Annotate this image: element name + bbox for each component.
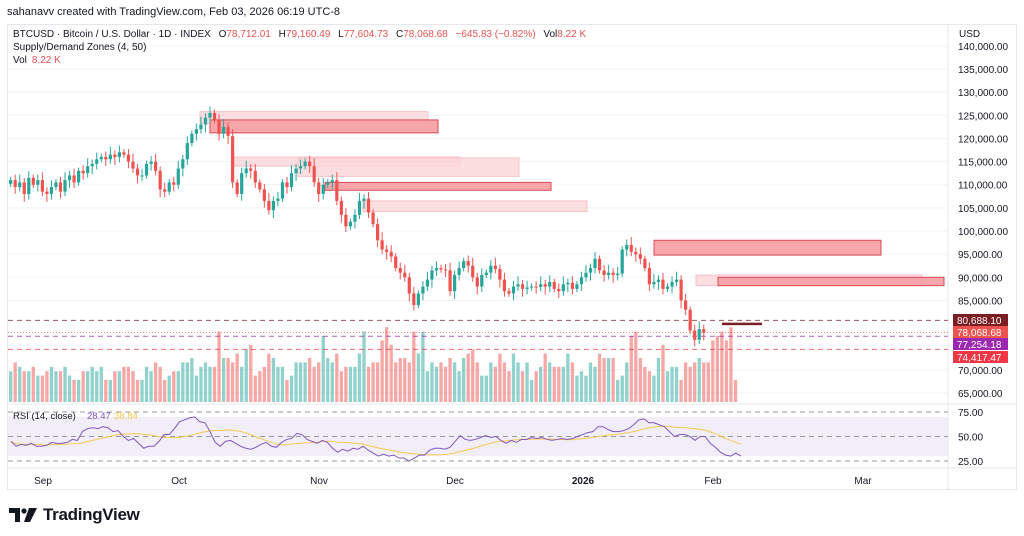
symbol-ohlc-row: BTCUSD · Bitcoin / U.S. Dollar · 1D · IN… — [13, 28, 586, 41]
price-tick: 115,000.00 — [958, 158, 1008, 169]
low-label: L — [338, 29, 344, 40]
rsi-label[interactable]: RSI (14, close) — [13, 411, 76, 422]
indicator-volume[interactable]: Vol 8.22 K — [13, 54, 586, 67]
price-tick: 130,000.00 — [958, 88, 1008, 99]
high-value: 79,160.49 — [285, 29, 331, 40]
time-tick: Feb — [704, 476, 722, 487]
time-tick: Nov — [310, 476, 328, 487]
chart-frame — [7, 24, 1017, 490]
price-tick: 135,000.00 — [958, 65, 1008, 76]
price-tick: 85,000.00 — [958, 296, 1003, 307]
supply-zones — [199, 111, 945, 287]
chart-legend: BTCUSD · Bitcoin / U.S. Dollar · 1D · IN… — [13, 28, 586, 67]
vol-row-value: 8.22 K — [31, 55, 61, 66]
svg-text:78,068.68: 78,068.68 — [957, 328, 1002, 339]
open-label: O — [218, 29, 227, 40]
svg-text:77,254.18: 77,254.18 — [957, 340, 1002, 351]
tradingview-logo-icon — [9, 508, 37, 522]
currency-label[interactable]: USD — [955, 27, 1015, 43]
price-tick: 95,000.00 — [958, 250, 1003, 261]
svg-text:74,417.47: 74,417.47 — [957, 353, 1002, 364]
time-tick: Mar — [854, 476, 872, 487]
vol-label: Vol — [543, 29, 558, 40]
price-tick: 110,000.00 — [958, 181, 1008, 192]
price-tick: 140,000.00 — [958, 42, 1008, 53]
tradingview-logo[interactable]: TradingView — [9, 505, 140, 525]
rsi-tick: 75.00 — [958, 408, 983, 419]
close-label: C — [396, 29, 404, 40]
chart-credit: sahanavv created with TradingView.com, F… — [7, 6, 341, 18]
tradingview-wordmark: TradingView — [43, 505, 140, 524]
price-tick: 120,000.00 — [958, 134, 1008, 145]
time-tick: 2026 — [572, 476, 595, 487]
rsi-ma-value: 38.84 — [114, 411, 138, 422]
symbol-title: BTCUSD · Bitcoin / U.S. Dollar · 1D · IN… — [13, 29, 211, 40]
open-value: 78,712.01 — [226, 29, 271, 40]
price-label-badge: 80,688.10 — [953, 314, 1008, 327]
close-value: 78,068.68 — [403, 29, 448, 40]
indicator-supply-demand[interactable]: Supply/Demand Zones (4, 50) — [13, 42, 147, 53]
price-label-badge: 74,417.47 — [953, 351, 1008, 364]
price-tick: 125,000.00 — [958, 111, 1008, 122]
price-tick: 70,000.00 — [958, 366, 1003, 377]
high-label: H — [278, 29, 286, 40]
demand-marker — [722, 322, 762, 326]
svg-text:80,688.10: 80,688.10 — [957, 316, 1002, 327]
candlesticks — [9, 106, 706, 347]
change-value: −645.83 (−0.82%) — [455, 29, 536, 40]
price-label-badge: 78,068.68 — [953, 326, 1008, 339]
low-value: 77,604.73 — [343, 29, 389, 40]
vol-row-label: Vol — [13, 55, 27, 66]
time-tick: Dec — [446, 476, 464, 487]
vol-value: 8.22 K — [557, 29, 587, 40]
price-tick: 105,000.00 — [958, 204, 1008, 215]
volume-bars — [9, 327, 738, 402]
price-tick: 100,000.00 — [958, 227, 1008, 238]
price-label-badge: 77,254.18 — [953, 338, 1008, 351]
price-chart[interactable]: 140,000.00 135,000.00 130,000.00 125,000.00… — [0, 0, 1024, 500]
time-tick: Oct — [171, 476, 187, 487]
price-tick: 65,000.00 — [958, 389, 1003, 400]
rsi-tick: 25.00 — [958, 457, 983, 468]
price-tick: 90,000.00 — [958, 273, 1003, 284]
rsi-value: 28.47 — [87, 411, 111, 422]
rsi-tick: 50.00 — [958, 433, 983, 444]
time-tick: Sep — [34, 476, 52, 487]
rsi-pane: RSI (14, close) 28.47 38.84 — [8, 411, 948, 462]
